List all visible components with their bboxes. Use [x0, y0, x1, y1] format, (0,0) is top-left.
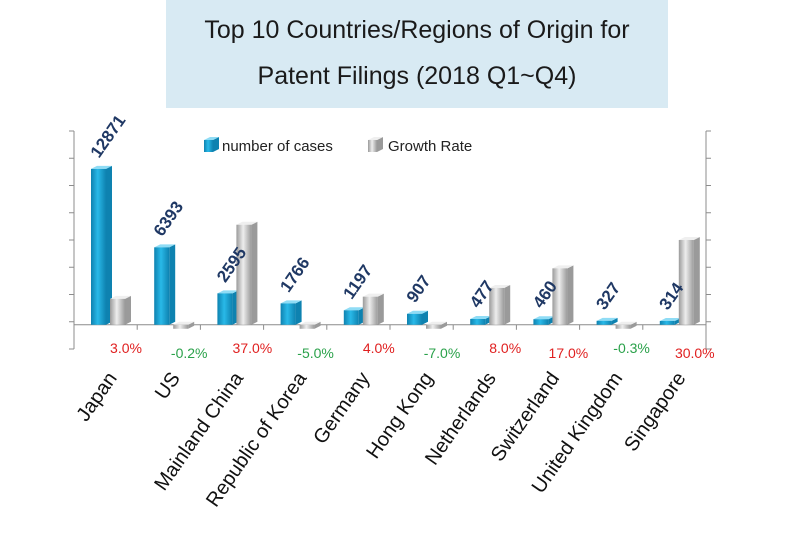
- chart-title-box: Top 10 Countries/Regions of Origin for P…: [166, 0, 668, 108]
- growth-value-label: -0.3%: [613, 340, 650, 356]
- cases-value-label: 6393: [150, 198, 187, 240]
- growth-bar: [489, 284, 511, 325]
- cases-bar: [596, 317, 618, 325]
- growth-value-label: 37.0%: [233, 340, 273, 356]
- growth-bar: [426, 321, 447, 329]
- growth-value-label: 30.0%: [675, 345, 715, 361]
- cases-bar: [217, 290, 239, 325]
- legend-swatch-cases: [204, 137, 219, 152]
- cases-bar: [407, 310, 428, 325]
- growth-value-label: -5.0%: [297, 345, 334, 361]
- legend-swatch-growth: [368, 137, 383, 152]
- growth-value-label: 3.0%: [110, 340, 142, 356]
- growth-bar: [362, 293, 384, 325]
- x-tick-label: Japan: [72, 368, 121, 425]
- cases-bar: [91, 165, 112, 325]
- x-tick-label: Singapore: [620, 368, 690, 455]
- cases-value-label: 907: [403, 272, 435, 306]
- growth-value-label: 8.0%: [489, 340, 521, 356]
- growth-bar: [110, 295, 131, 325]
- growth-value-label: 4.0%: [363, 340, 395, 356]
- growth-bar: [173, 321, 195, 329]
- x-tick-label: Germany: [309, 368, 374, 448]
- x-tick-label: US: [151, 368, 185, 403]
- growth-bar: [299, 321, 321, 329]
- growth-bar: [678, 237, 700, 325]
- cases-bar: [280, 300, 302, 325]
- cases-value-label: 12871: [87, 112, 130, 162]
- growth-bar: [552, 265, 574, 325]
- cases-value-label: 327: [592, 279, 624, 313]
- growth-value-label: -7.0%: [424, 345, 461, 361]
- cases-bar: [343, 307, 365, 325]
- legend-label-cases: number of cases: [222, 138, 333, 155]
- cases-bar: [470, 316, 492, 325]
- cases-bar: [533, 316, 555, 325]
- growth-value-label: -0.2%: [171, 345, 208, 361]
- growth-bar: [236, 221, 258, 325]
- legend-label-growth: Growth Rate: [388, 138, 472, 155]
- growth-bar: [615, 321, 637, 329]
- cases-value-label: 1766: [276, 254, 313, 296]
- cases-bar: [154, 244, 176, 325]
- growth-value-label: 17.0%: [549, 345, 589, 361]
- cases-bar: [659, 317, 681, 325]
- chart-title-line-2: Patent Filings (2018 Q1~Q4): [257, 62, 577, 90]
- chart-title-line-1: Top 10 Countries/Regions of Origin for: [204, 16, 630, 44]
